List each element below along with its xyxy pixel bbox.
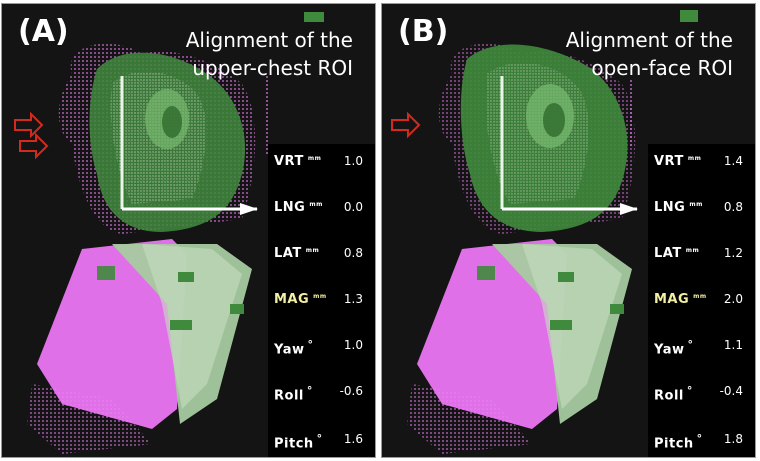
param-name: Yaw °: [274, 338, 314, 358]
param-value: 1.3: [343, 292, 363, 306]
param-row: Roll ° -0.4: [648, 384, 755, 404]
shift-parameter-table: VRT mm 1.4 LNG mm 0.8 LAT mm 1.2 MAG mm 2.0 …: [648, 144, 755, 457]
param-row: MAG mm 2.0: [648, 292, 755, 312]
param-value: 1.2: [723, 246, 743, 260]
panel-title: Alignment of the open-face ROI: [533, 26, 733, 82]
param-name: Pitch °: [274, 432, 323, 452]
param-name: LNG mm: [274, 200, 323, 215]
panel-title-line: Alignment of the: [185, 28, 353, 52]
param-row: VRT mm 1.4: [648, 154, 755, 174]
panel-title: Alignment of the upper-chest ROI: [153, 26, 353, 82]
shift-parameter-table: VRT mm 1.0 LNG mm 0.0 LAT mm 0.8 MAG mm 1.3 …: [268, 144, 375, 457]
surface-scene-b: [391, 10, 698, 454]
panel-b: (B) Alignment of the open-face ROI VRT mm…: [381, 3, 756, 458]
param-row: LNG mm 0.8: [648, 200, 755, 220]
param-value: 0.8: [343, 246, 363, 260]
param-row: Pitch ° 1.8: [648, 432, 755, 452]
param-value: 1.0: [343, 338, 363, 352]
param-value: 1.6: [343, 432, 363, 446]
param-value: 1.4: [723, 154, 743, 168]
param-value: 0.0: [343, 200, 363, 214]
param-name: Yaw °: [654, 338, 694, 358]
param-row: LAT mm 1.2: [648, 246, 755, 266]
panel-title-line: upper-chest ROI: [192, 56, 353, 80]
param-name: Roll °: [274, 384, 313, 404]
panel-a: (A) Alignment of the upper-chest ROI VRT…: [1, 3, 376, 458]
param-row: Yaw ° 1.1: [648, 338, 755, 358]
param-row: MAG mm 1.3: [268, 292, 375, 312]
param-value: -0.4: [719, 384, 743, 398]
param-row: Yaw ° 1.0: [268, 338, 375, 358]
param-row: Roll ° -0.6: [268, 384, 375, 404]
param-row: LNG mm 0.0: [268, 200, 375, 220]
panel-title-line: Alignment of the: [565, 28, 733, 52]
param-name: Roll °: [654, 384, 693, 404]
panel-title-line: open-face ROI: [591, 56, 733, 80]
surface-scene-a: [14, 12, 324, 454]
param-value: 1.0: [343, 154, 363, 168]
param-row: VRT mm 1.0: [268, 154, 375, 174]
param-name: LAT mm: [654, 246, 700, 261]
param-value: 0.8: [723, 200, 743, 214]
param-row: LAT mm 0.8: [268, 246, 375, 266]
param-name: MAG mm: [654, 292, 707, 307]
param-name: LAT mm: [274, 246, 320, 261]
param-name: Pitch °: [654, 432, 703, 452]
param-value: 2.0: [723, 292, 743, 306]
param-name: VRT mm: [654, 154, 702, 169]
panel-label: (A): [18, 14, 69, 49]
param-value: 1.8: [723, 432, 743, 446]
param-name: MAG mm: [274, 292, 327, 307]
param-value: 1.1: [723, 338, 743, 352]
param-value: -0.6: [339, 384, 363, 398]
param-name: LNG mm: [654, 200, 703, 215]
param-name: VRT mm: [274, 154, 322, 169]
param-row: Pitch ° 1.6: [268, 432, 375, 452]
panel-label: (B): [398, 14, 449, 49]
